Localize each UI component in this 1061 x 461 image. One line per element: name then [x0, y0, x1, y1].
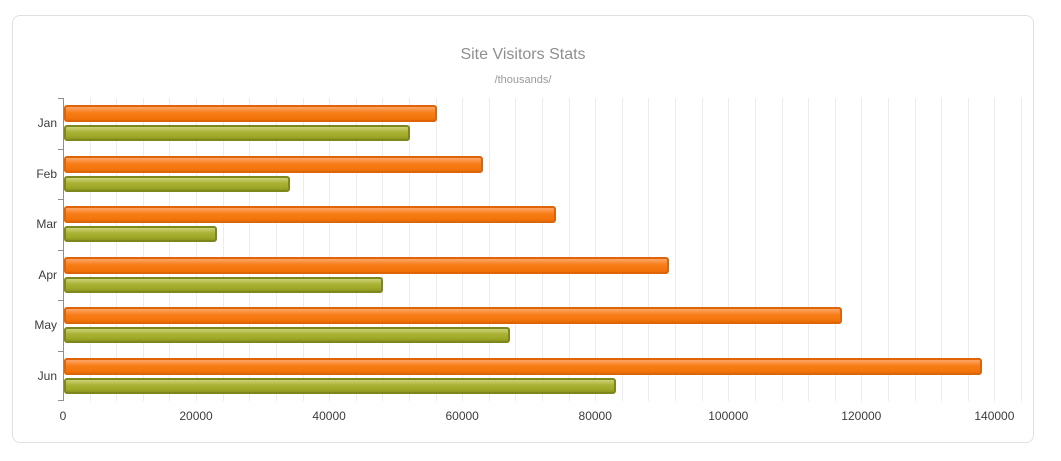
chart-title: Site Visitors Stats: [460, 46, 586, 63]
gridline: [701, 98, 703, 401]
gridline: [887, 98, 889, 401]
chart-subtitle: /thousands/: [494, 74, 552, 86]
gridline: [728, 98, 730, 401]
bar-apr-olive[interactable]: [64, 277, 383, 293]
gridline: [116, 98, 118, 401]
gridline: [488, 98, 490, 401]
category-label-apr: Apr: [38, 268, 57, 282]
bar-may-orange[interactable]: [64, 307, 842, 324]
chart-card: Site Visitors Stats /thousands/ Jan Feb Ma…: [12, 15, 1034, 443]
gridline: [914, 98, 916, 401]
gridline: [515, 98, 517, 401]
gridline: [302, 98, 304, 401]
bar-jan-olive[interactable]: [64, 125, 410, 141]
bar-may-olive[interactable]: [64, 327, 510, 343]
gridline: [595, 98, 597, 401]
gridline: [621, 98, 623, 401]
y-axis-tick: [58, 98, 63, 99]
x-axis-labels: 0 20000 40000 60000 80000 100000 120000 140000: [13, 409, 1033, 425]
gridline: [196, 98, 198, 401]
gridline: [435, 98, 437, 401]
gridline: [408, 98, 410, 401]
x-tick-label-100000: 100000: [708, 409, 749, 423]
bar-feb-olive[interactable]: [64, 176, 290, 192]
bar-jun-orange[interactable]: [64, 358, 982, 375]
gridline: [781, 98, 783, 401]
gridline: [142, 98, 144, 401]
category-label-may: May: [34, 318, 57, 332]
gridline: [1021, 98, 1022, 401]
x-tick-label-140000: 140000: [974, 409, 1015, 423]
gridline: [808, 98, 810, 401]
gridline: [542, 98, 543, 401]
bar-jun-olive[interactable]: [64, 378, 616, 394]
y-axis-labels: Jan Feb Mar Apr May Jun: [13, 98, 57, 401]
x-tick-label-60000: 60000: [445, 409, 479, 423]
gridline: [169, 98, 171, 401]
category-label-mar: Mar: [36, 217, 57, 231]
x-tick-label-0: 0: [59, 409, 67, 423]
gridline: [834, 98, 836, 401]
bar-mar-olive[interactable]: [64, 226, 217, 242]
plot-area: [58, 98, 1022, 401]
gridline: [568, 98, 570, 401]
bar-jan-orange[interactable]: [64, 105, 437, 122]
gridline: [249, 98, 251, 401]
gridline: [275, 98, 277, 401]
category-label-jun: Jun: [37, 369, 57, 383]
x-tick-label-40000: 40000: [312, 409, 346, 423]
category-label-jan: Jan: [37, 116, 57, 130]
gridline: [994, 98, 996, 401]
y-axis-tick: [58, 351, 63, 352]
gridline: [941, 98, 943, 401]
gridline: [675, 98, 677, 401]
gridline: [355, 98, 357, 401]
y-axis-tick: [58, 250, 63, 251]
y-axis-tick: [58, 400, 63, 401]
bar-feb-orange[interactable]: [64, 156, 483, 173]
gridline: [754, 98, 756, 401]
bar-apr-orange[interactable]: [64, 257, 669, 274]
gridline: [89, 98, 91, 401]
y-axis-tick: [58, 300, 63, 301]
x-tick-label-80000: 80000: [578, 409, 612, 423]
bar-mar-orange[interactable]: [64, 206, 556, 223]
category-label-feb: Feb: [36, 167, 57, 181]
gridline: [222, 98, 224, 401]
x-tick-label-120000: 120000: [841, 409, 882, 423]
gridline: [382, 98, 384, 401]
gridline: [329, 98, 331, 401]
gridline: [462, 98, 464, 401]
y-axis-line: [63, 98, 64, 401]
gridline: [861, 98, 863, 401]
gridline: [648, 98, 650, 401]
y-axis-tick: [58, 149, 63, 150]
x-tick-label-20000: 20000: [179, 409, 213, 423]
gridline: [967, 98, 969, 401]
y-axis-tick: [58, 199, 63, 200]
